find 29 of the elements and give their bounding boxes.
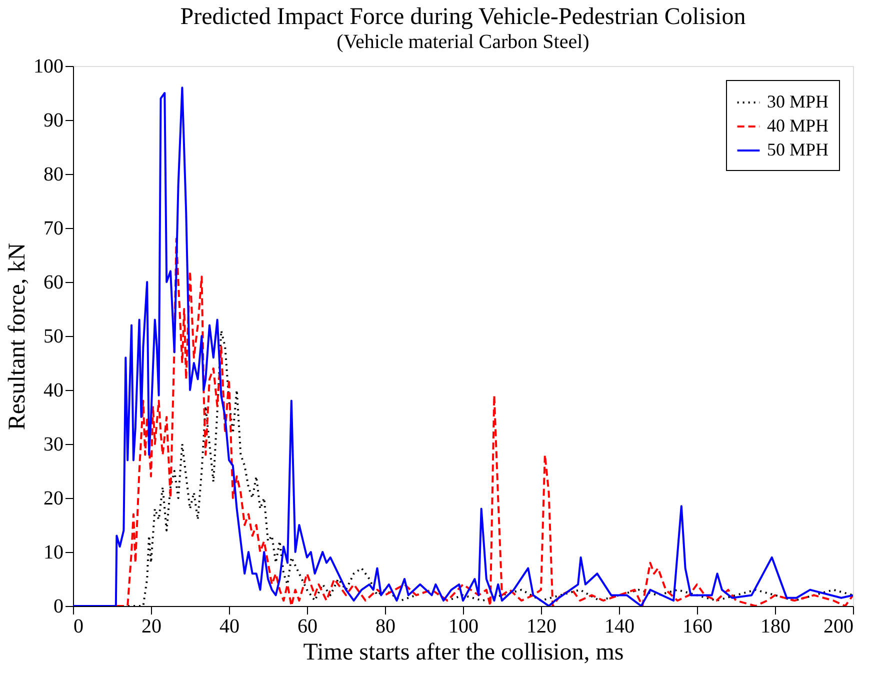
x-tick-label: 140 [604,616,634,638]
y-tick-label: 90 [44,110,64,132]
x-tick-label: 40 [220,616,240,638]
y-tick-label: 100 [34,56,64,78]
chart-title: Predicted Impact Force during Vehicle-Pedestrian Colision [180,4,746,30]
x-tick-label: 120 [526,616,556,638]
x-tick-label: 20 [142,616,162,638]
x-tick-label: 200 [824,616,854,638]
legend-label: 40 MPH [767,116,829,136]
y-tick-label: 60 [44,272,64,294]
y-tick-label: 70 [44,218,64,240]
y-tick-label: 50 [44,326,64,348]
legend-label: 30 MPH [767,92,829,112]
y-tick-label: 80 [44,164,64,186]
x-tick-label: 80 [376,616,396,638]
y-tick-label: 10 [44,542,64,564]
x-tick-label: 100 [448,616,478,638]
x-tick-label: 180 [760,616,790,638]
x-tick-label: 160 [682,616,712,638]
legend-label: 50 MPH [767,140,829,160]
y-tick-label: 0 [54,596,64,618]
x-axis-title: Time starts after the collision, ms [303,640,624,666]
chart-subtitle: (Vehicle material Carbon Steel) [336,31,590,53]
y-axis-title: Resultant force, kN [4,242,30,430]
y-tick-label: 30 [44,434,64,456]
y-tick-label: 20 [44,488,64,510]
x-tick-label: 60 [298,616,318,638]
x-tick-label: 0 [74,616,84,638]
y-tick-label: 40 [44,380,64,402]
